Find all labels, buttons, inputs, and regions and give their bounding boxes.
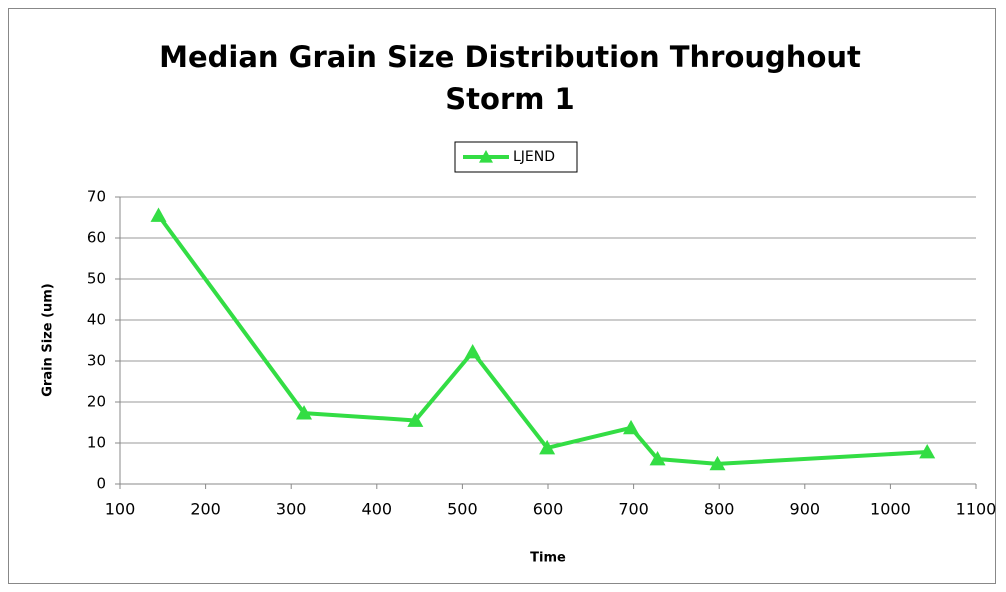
data-point [464, 343, 481, 359]
y-tick-label: 30 [87, 352, 106, 370]
x-tick-label: 100 [105, 500, 136, 519]
data-point [296, 405, 313, 420]
legend-marker [479, 150, 493, 163]
legend-label: LJEND [513, 149, 555, 165]
y-tick-label: 10 [87, 434, 106, 452]
x-tick-label: 500 [447, 500, 478, 519]
data-line [156, 214, 928, 466]
data-point [623, 419, 640, 435]
x-tick-label: 800 [704, 500, 735, 519]
data-point [150, 207, 167, 222]
x-tick-label: 300 [276, 500, 307, 519]
y-tick-label: 70 [87, 188, 106, 206]
x-tick-label: 700 [618, 500, 649, 519]
data-point [919, 444, 936, 459]
y-tick-label: 20 [87, 393, 106, 411]
data-point [539, 439, 556, 455]
y-axis-label: Grain Size (um) [41, 283, 56, 397]
x-tick-label: 600 [533, 500, 564, 519]
x-tick-label: 200 [190, 500, 221, 519]
x-tick-label: 1100 [956, 500, 997, 519]
y-tick-label: 40 [87, 311, 106, 329]
data-point [709, 455, 726, 471]
x-axis-label: Time [530, 551, 566, 566]
chart-title: Median Grain Size Distribution Throughou… [159, 40, 861, 116]
data-point [407, 412, 424, 427]
y-tick-label: 50 [87, 270, 106, 288]
chart-frame [8, 8, 996, 584]
data-point [649, 450, 666, 466]
x-tick-label: 900 [790, 500, 821, 519]
y-tick-label: 0 [96, 475, 106, 493]
x-tick-label: 1000 [870, 500, 911, 519]
x-tick-label: 400 [362, 500, 393, 519]
y-tick-label: 60 [87, 229, 106, 247]
